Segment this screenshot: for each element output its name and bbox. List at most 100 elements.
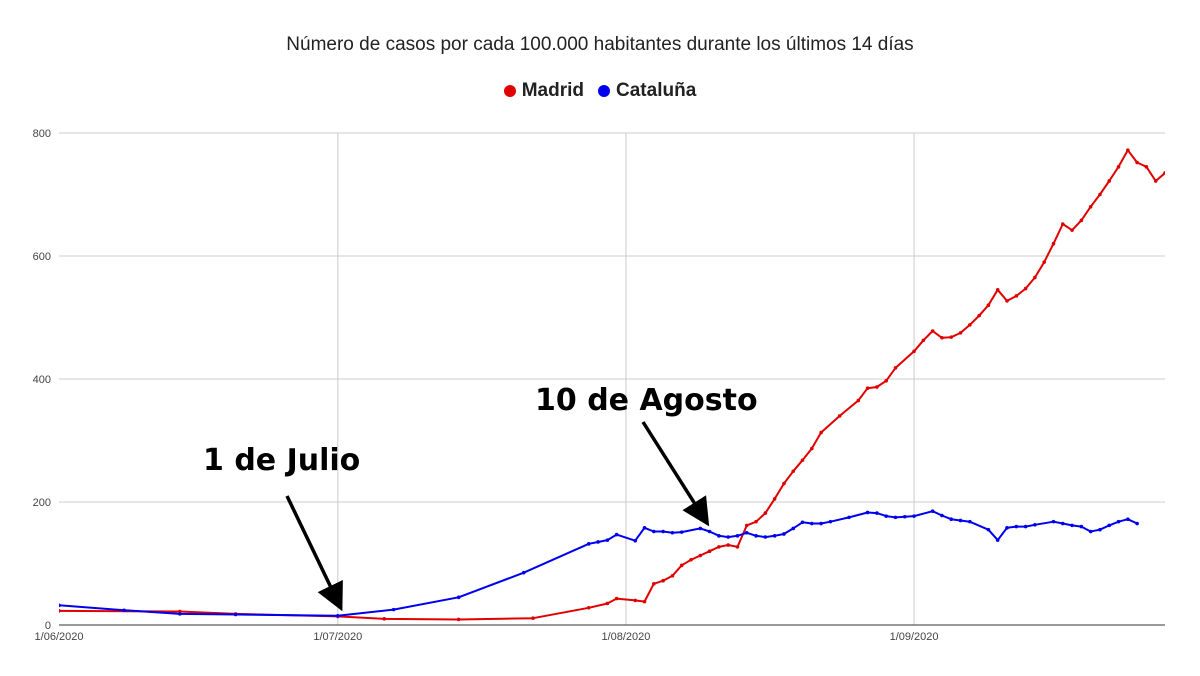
data-point-madrid (1153, 179, 1158, 183)
chart-title: Número de casos por cada 100.000 habitan… (286, 34, 914, 55)
data-point-madrid (1079, 218, 1084, 223)
data-point-madrid (707, 549, 712, 553)
data-point-madrid (921, 338, 926, 343)
data-point-madrid (59, 609, 61, 613)
annotation-arrow (641, 421, 710, 527)
data-point-cataluna (875, 511, 879, 515)
data-point-madrid (800, 458, 805, 462)
data-point-madrid (837, 414, 842, 418)
legend: Madrid Cataluña (0, 80, 1200, 102)
data-point-madrid (744, 523, 749, 528)
data-point-cataluna (178, 612, 182, 616)
data-point-cataluna (1079, 524, 1084, 529)
data-point-madrid (1033, 275, 1037, 280)
data-point-cataluna (893, 515, 898, 520)
y-tick-label: 400 (33, 374, 51, 386)
data-point-cataluna (744, 530, 749, 535)
data-point-madrid (605, 601, 610, 606)
x-tick-label: 1/09/2020 (890, 631, 939, 643)
data-point-cataluna (717, 534, 721, 538)
y-tick-label: 600 (33, 251, 51, 263)
data-point-cataluna (1135, 521, 1139, 526)
data-point-cataluna (59, 603, 61, 608)
data-point-cataluna (336, 613, 340, 618)
data-point-cataluna (521, 570, 526, 575)
data-point-madrid (689, 558, 693, 562)
data-point-madrid (382, 617, 387, 621)
data-point-cataluna (763, 535, 768, 539)
data-point-cataluna (633, 538, 638, 543)
data-point-madrid (1144, 165, 1149, 169)
data-point-madrid (819, 430, 823, 435)
data-point-cataluna (1107, 523, 1112, 528)
data-point-madrid (1182, 147, 1186, 151)
data-point-madrid (1191, 140, 1195, 144)
data-point-cataluna (819, 521, 823, 526)
legend-swatch-cataluna (598, 85, 611, 97)
data-point-cataluna (1060, 521, 1065, 526)
data-point-madrid (679, 563, 684, 568)
data-point-madrid (940, 335, 944, 340)
data-point-madrid (586, 605, 591, 610)
data-point-madrid (968, 323, 972, 327)
data-point-cataluna (912, 514, 916, 518)
data-point-cataluna (122, 608, 126, 613)
data-point-cataluna (782, 532, 786, 536)
y-tick-label: 0 (45, 620, 51, 632)
series (59, 140, 1195, 622)
data-point-madrid (1070, 228, 1074, 232)
data-point-madrid (456, 617, 461, 622)
data-point-madrid (995, 288, 1000, 292)
data-point-cataluna (986, 527, 991, 532)
data-point-madrid (958, 331, 963, 335)
data-point-madrid (178, 609, 182, 614)
data-point-cataluna (810, 521, 814, 526)
x-tick-label: 1/07/2020 (313, 631, 362, 643)
data-point-madrid (633, 598, 638, 603)
data-point-cataluna (940, 513, 944, 518)
data-point-cataluna (1070, 523, 1074, 528)
data-point-cataluna (1033, 522, 1037, 527)
data-point-cataluna (586, 542, 591, 546)
legend-item-madrid: Madrid (503, 80, 584, 102)
data-point-madrid (810, 446, 814, 451)
data-point-madrid (1098, 192, 1102, 197)
data-point-cataluna (614, 532, 619, 537)
data-point-cataluna (1088, 529, 1093, 534)
data-point-cataluna (233, 612, 238, 617)
data-point-cataluna (968, 519, 972, 524)
gridlines (59, 132, 1165, 625)
data-point-madrid (772, 497, 777, 501)
data-point-cataluna (1005, 526, 1009, 530)
data-point-madrid (652, 581, 656, 586)
data-point-madrid (531, 616, 535, 621)
annotations: 1 de Julio 10 de Agosto (203, 383, 758, 612)
data-point-cataluna (754, 534, 758, 538)
data-point-cataluna (995, 538, 1000, 542)
data-point-cataluna (652, 529, 656, 534)
data-point-cataluna (884, 514, 888, 518)
data-point-madrid (661, 578, 665, 583)
data-point-cataluna (391, 607, 396, 612)
x-tick-label: 1/08/2020 (601, 631, 650, 643)
data-point-madrid (884, 379, 888, 383)
data-point-madrid (1126, 148, 1130, 153)
data-point-cataluna (930, 509, 935, 514)
x-tick-label: 1/06/2020 (35, 631, 84, 643)
data-point-cataluna (726, 535, 730, 539)
data-point-cataluna (456, 595, 461, 600)
data-point-cataluna (661, 529, 665, 534)
data-point-madrid (735, 545, 740, 549)
y-tick-label: 800 (33, 128, 51, 140)
legend-item-cataluna: Cataluña (598, 80, 696, 102)
data-point-cataluna (865, 510, 870, 515)
data-point-cataluna (1051, 519, 1056, 524)
annotation-arrow (285, 495, 343, 612)
data-point-madrid (930, 329, 935, 333)
data-point-cataluna (800, 520, 805, 525)
data-point-cataluna (1023, 524, 1028, 529)
data-point-madrid (1005, 299, 1009, 303)
data-point-madrid (1051, 241, 1056, 246)
data-point-cataluna (698, 526, 703, 531)
data-point-madrid (986, 303, 991, 308)
